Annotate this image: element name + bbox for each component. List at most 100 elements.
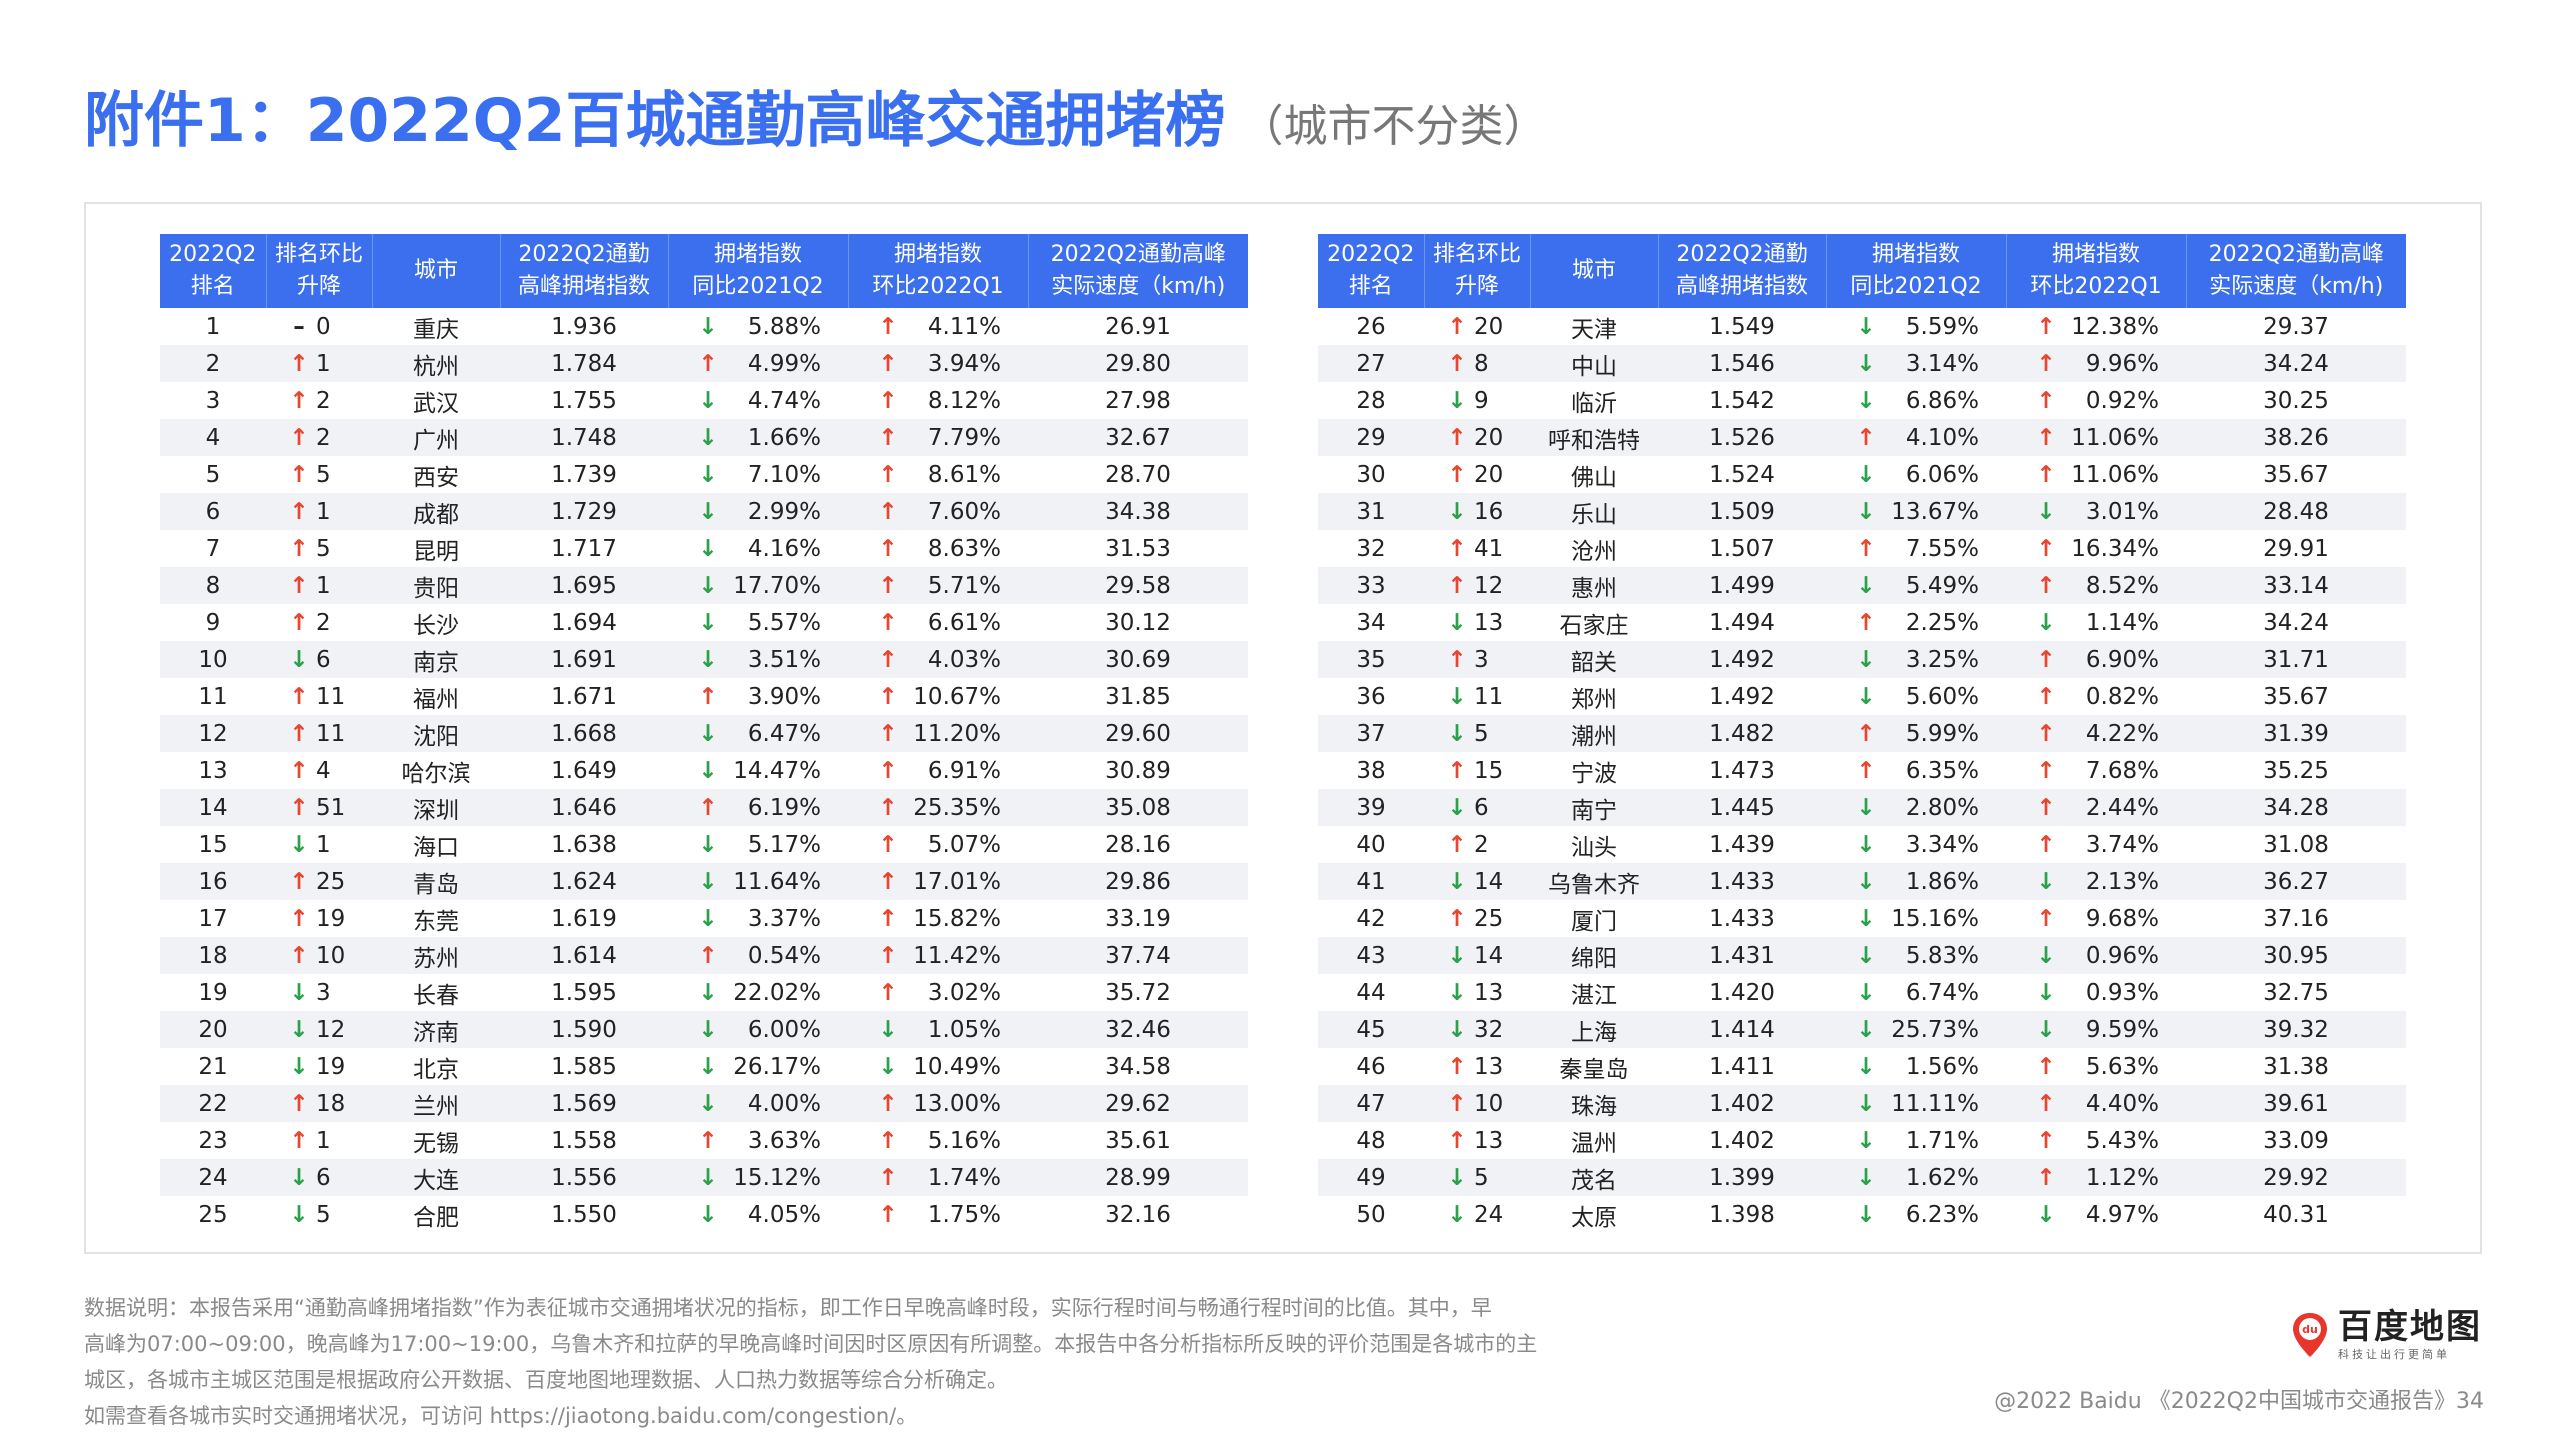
rank-cell: 10: [198, 646, 228, 673]
arrow-up-icon: ↑: [698, 350, 718, 377]
rank-change-value: 10: [1474, 1090, 1504, 1117]
rank-cell: 11: [198, 683, 228, 710]
qoq-change-value: 7.60%: [927, 498, 1001, 525]
rank-change-value: 9: [1474, 387, 1489, 414]
congestion-index: 1.694: [551, 609, 617, 636]
congestion-index: 1.590: [551, 1016, 617, 1043]
actual-speed: 39.61: [2263, 1090, 2329, 1117]
table-row: 34 ↓ 13 石家庄 1.494 ↑ 2.25% ↓ 1.14% 34.24: [1318, 604, 2406, 641]
arrow-up-icon: ↑: [878, 313, 898, 340]
city-name: 沈阳: [413, 723, 459, 750]
table-row: 15 ↓ 1 海口 1.638 ↓ 5.17% ↑ 5.07% 28.16: [160, 826, 1248, 863]
arrow-up-icon: ↑: [289, 461, 309, 488]
yoy-change-value: 3.14%: [1905, 350, 1979, 377]
arrow-down-icon: ↓: [1856, 979, 1876, 1006]
data-note: 数据说明：本报告采用“通勤高峰拥堵指数”作为表征城市交通拥堵状况的指标，即工作日…: [84, 1290, 1644, 1434]
table-header-row: 2022Q2 排名 排名环比 升降 城市 2022Q2通勤 高峰拥堵指数 拥堵指数 同比2021…: [1318, 234, 2406, 308]
congestion-index: 1.784: [551, 350, 617, 377]
actual-speed: 34.58: [1105, 1053, 1171, 1080]
arrow-down-icon: ↓: [698, 424, 718, 451]
congestion-index: 1.439: [1709, 831, 1775, 858]
city-name: 长沙: [413, 612, 459, 639]
congestion-index: 1.729: [551, 498, 617, 525]
rank-cell: 26: [1356, 313, 1386, 340]
column-header-line: 排名环比: [1432, 242, 1521, 267]
congestion-index: 1.619: [551, 905, 617, 932]
arrow-down-icon: ↓: [289, 979, 309, 1006]
arrow-up-icon: ↑: [1447, 831, 1467, 858]
rank-change-value: 10: [316, 942, 346, 969]
rank-change-value: 0: [316, 313, 331, 340]
column-header-line: 拥堵指数: [2051, 242, 2140, 267]
yoy-change-value: 5.49%: [1905, 572, 1979, 599]
qoq-change-value: 5.43%: [2085, 1127, 2159, 1154]
column-header-line: 实际速度（km/h): [1051, 274, 1226, 299]
city-name: 郑州: [1571, 686, 1617, 713]
column-header: 2022Q2通勤高峰 实际速度（km/h): [1027, 234, 1248, 308]
rank-cell: 50: [1356, 1201, 1386, 1228]
table-row: 29 ↑ 20 呼和浩特 1.526 ↑ 4.10% ↑ 11.06% 38.26: [1318, 419, 2406, 456]
city-name: 湛江: [1571, 982, 1617, 1009]
qoq-change-value: 11.42%: [913, 942, 1001, 969]
rank-cell: 23: [198, 1127, 228, 1154]
actual-speed: 31.38: [2263, 1053, 2329, 1080]
rank-cell: 47: [1356, 1090, 1386, 1117]
column-header-line: 同比2021Q2: [692, 274, 824, 299]
qoq-change-value: 8.61%: [927, 461, 1001, 488]
table-row: 9 ↑ 2 长沙 1.694 ↓ 5.57% ↑ 6.61% 30.12: [160, 604, 1248, 641]
dash-icon: –: [293, 313, 305, 340]
city-name: 乐山: [1571, 501, 1617, 528]
city-name: 石家庄: [1559, 612, 1629, 639]
yoy-change-value: 6.23%: [1905, 1201, 1979, 1228]
arrow-up-icon: ↑: [1447, 350, 1467, 377]
arrow-down-icon: ↓: [2036, 868, 2056, 895]
qoq-change-value: 9.68%: [2085, 905, 2159, 932]
rank-cell: 1: [205, 313, 221, 340]
arrow-up-icon: ↑: [289, 609, 309, 636]
actual-speed: 33.09: [2263, 1127, 2329, 1154]
arrow-down-icon: ↓: [1856, 831, 1876, 858]
rank-cell: 45: [1356, 1016, 1386, 1043]
arrow-up-icon: ↑: [1447, 461, 1467, 488]
qoq-change-value: 4.40%: [2085, 1090, 2159, 1117]
city-name: 贵阳: [413, 575, 459, 602]
rank-change-value: 3: [1474, 646, 1489, 673]
congestion-index: 1.499: [1709, 572, 1775, 599]
arrow-down-icon: ↓: [698, 979, 718, 1006]
arrow-down-icon: ↓: [1856, 794, 1876, 821]
column-header-line: 2022Q2: [1327, 242, 1415, 267]
arrow-up-icon: ↑: [878, 831, 898, 858]
rank-change-value: 5: [316, 535, 331, 562]
column-header-line: 拥堵指数: [1871, 242, 1960, 267]
yoy-change-value: 6.86%: [1905, 387, 1979, 414]
congestion-index: 1.638: [551, 831, 617, 858]
actual-speed: 29.91: [2263, 535, 2329, 562]
ranking-panel: [84, 202, 2482, 1254]
rank-change-value: 6: [316, 1164, 331, 1191]
yoy-change-value: 15.16%: [1891, 905, 1979, 932]
yoy-change-value: 15.12%: [733, 1164, 821, 1191]
arrow-up-icon: ↑: [878, 387, 898, 414]
arrow-down-icon: ↓: [1856, 387, 1876, 414]
column-header: 排名环比 升降: [1423, 234, 1530, 308]
arrow-up-icon: ↑: [2036, 1127, 2056, 1154]
rank-change-value: 2: [1474, 831, 1489, 858]
arrow-up-icon: ↑: [2036, 350, 2056, 377]
table-row: 22 ↑ 18 兰州 1.569 ↓ 4.00% ↑ 13.00% 29.62: [160, 1085, 1248, 1122]
congestion-index: 1.624: [551, 868, 617, 895]
rank-change-value: 11: [316, 720, 346, 747]
actual-speed: 34.24: [2263, 350, 2329, 377]
table-row: 48 ↑ 13 温州 1.402 ↓ 1.71% ↑ 5.43% 33.09: [1318, 1122, 2406, 1159]
yoy-change-value: 1.66%: [747, 424, 821, 451]
arrow-up-icon: ↑: [2036, 572, 2056, 599]
column-header: 2022Q2 排名: [1318, 234, 1424, 308]
actual-speed: 30.69: [1105, 646, 1171, 673]
table-row: 6 ↑ 1 成都 1.729 ↓ 2.99% ↑ 7.60% 34.38: [160, 493, 1248, 530]
city-name: 温州: [1571, 1130, 1617, 1157]
actual-speed: 31.08: [2263, 831, 2329, 858]
arrow-up-icon: ↑: [878, 942, 898, 969]
arrow-down-icon: ↓: [1447, 942, 1467, 969]
rank-cell: 13: [198, 757, 228, 784]
column-header-line: 拥堵指数: [893, 242, 982, 267]
rank-cell: 16: [198, 868, 228, 895]
